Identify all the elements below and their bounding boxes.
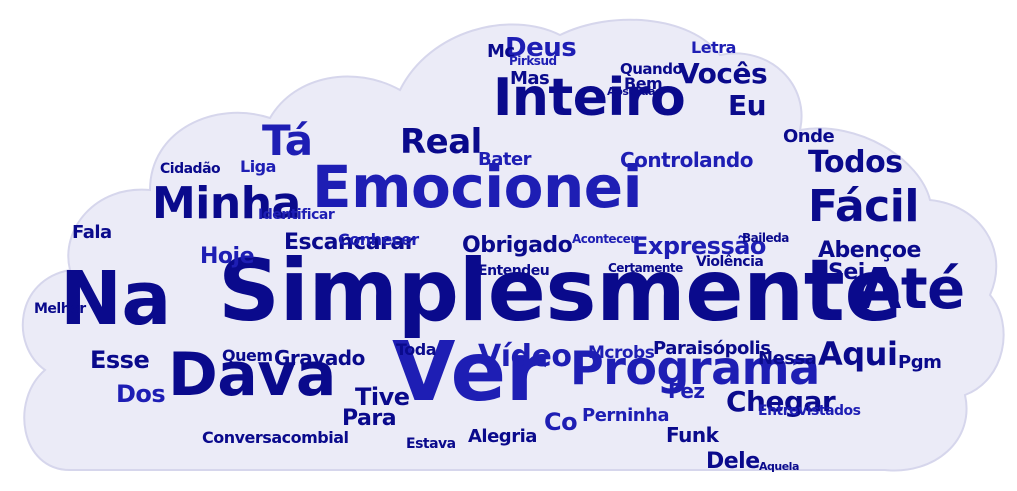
word: Entendeu <box>478 263 550 279</box>
word: Inteiro <box>493 68 686 128</box>
word: Conversacombial <box>202 428 349 447</box>
word: Perninha <box>582 405 670 426</box>
word: Real <box>400 122 482 162</box>
word: Sei <box>828 260 865 285</box>
word: Fala <box>72 222 112 243</box>
word: Baileda <box>742 231 789 245</box>
word: Violência <box>696 254 764 270</box>
word: Aquela <box>759 460 799 473</box>
word: Aqui <box>818 335 898 373</box>
word: Abençoe <box>818 238 921 263</box>
word: Mc <box>487 41 515 62</box>
word: Vídeo <box>478 339 572 374</box>
word: Para <box>342 406 397 431</box>
word: Absurda <box>607 85 656 98</box>
word: Ver <box>392 325 546 420</box>
word: Nessa <box>758 348 817 369</box>
word: Todos <box>808 145 903 180</box>
word: Liga <box>240 157 276 176</box>
word: Mcrobs <box>588 343 655 363</box>
word: Esse <box>90 346 150 374</box>
word: Mas <box>510 68 550 89</box>
word: Gravado <box>274 346 365 370</box>
word: Certamente <box>608 261 683 275</box>
word: Dos <box>116 380 166 408</box>
word: Na <box>60 256 171 342</box>
word: Cidadão <box>160 161 221 177</box>
word: Entrevistados <box>758 403 861 419</box>
word: Pirksud <box>509 54 557 68</box>
word: Alegria <box>468 426 537 447</box>
word: Conhecer <box>338 230 419 249</box>
word: Quando <box>620 60 683 78</box>
word: Fez <box>668 379 705 403</box>
word: Tive <box>355 383 410 411</box>
word: Identificar <box>258 207 335 223</box>
word: Programa <box>570 341 820 395</box>
word: Chegar <box>726 385 836 418</box>
word: Escancarar <box>284 230 416 255</box>
word: Vocês <box>678 57 768 90</box>
word: Paraisópolis <box>653 338 771 359</box>
word: Tá <box>262 116 313 165</box>
word: Bater <box>478 149 532 170</box>
word: Bem <box>624 74 663 93</box>
word: Deus <box>505 33 577 63</box>
word: Expressão <box>632 232 766 260</box>
word: Melhor <box>34 301 86 317</box>
word: Letra <box>691 38 736 57</box>
word: Eu <box>728 89 767 122</box>
word: Funk <box>666 423 719 447</box>
word: Simplesmente <box>218 241 903 341</box>
word: Dava <box>168 340 336 410</box>
word: Toda <box>396 340 437 359</box>
word: Minha <box>152 178 301 229</box>
word: Co <box>544 408 578 436</box>
word: Até <box>858 257 965 322</box>
word: Estava <box>406 436 456 452</box>
word: Aconteceu <box>572 232 639 246</box>
word: Dele <box>706 449 760 474</box>
word: Onde <box>783 126 835 147</box>
word: Controlando <box>620 148 753 172</box>
word: Hoje <box>200 244 255 269</box>
word: Pgm <box>898 352 942 373</box>
word: Emocionei <box>312 153 643 221</box>
word: Fácil <box>808 181 919 232</box>
word: Obrigado <box>462 233 573 258</box>
word: Quem <box>222 346 273 365</box>
